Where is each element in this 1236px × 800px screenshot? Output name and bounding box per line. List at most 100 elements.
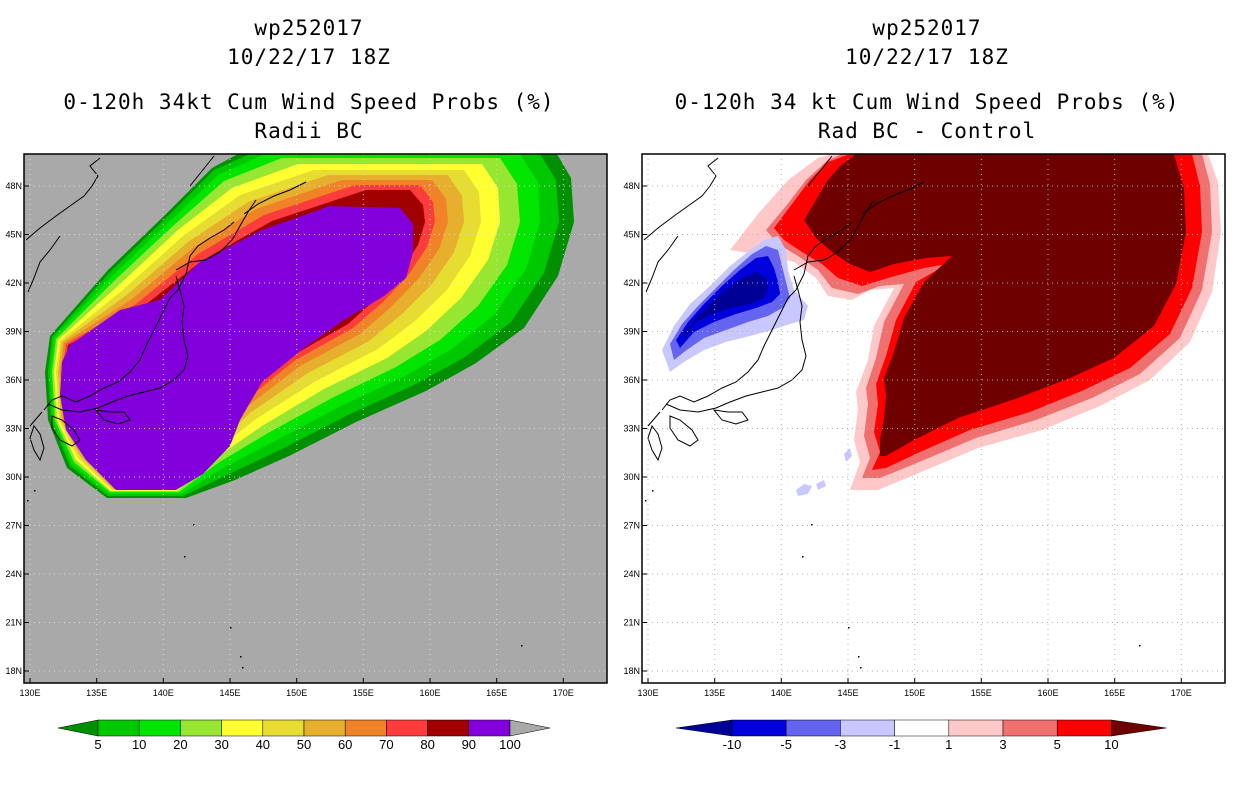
datetime-title: 10/22/17 18Z — [845, 45, 1009, 69]
diff-positive-10 — [804, 154, 1186, 456]
colorbar-label: 70 — [379, 737, 393, 752]
lat-label: 24N — [623, 569, 640, 579]
lat-label: 39N — [5, 327, 22, 337]
colorbar: 5 10 20 30 40 50 60 70 80 90 100 — [57, 719, 551, 752]
lon-label: 145E — [219, 688, 240, 698]
probability-swath — [45, 154, 574, 498]
colorbar-label: 20 — [173, 737, 187, 752]
lat-label: 21N — [5, 618, 22, 628]
lon-label: 165E — [486, 688, 507, 698]
colorbar-label: -5 — [780, 737, 792, 752]
lon-label: 140E — [153, 688, 174, 698]
lon-label: 145E — [837, 688, 858, 698]
lon-label: 140E — [771, 688, 792, 698]
lat-label: 42N — [623, 278, 640, 288]
lon-label: 150E — [904, 688, 925, 698]
colorbar-box — [468, 719, 511, 737]
lon-label: 170E — [553, 688, 574, 698]
lon-label: 135E — [86, 688, 107, 698]
colorbar-label: 50 — [297, 737, 311, 752]
colorbar-high-arrow — [509, 719, 551, 737]
colorbar-label: 5 — [1054, 737, 1061, 752]
graticule — [24, 154, 607, 683]
product-title: 0-120h 34 kt Cum Wind Speed Probs (%) — [674, 90, 1180, 114]
coastlines — [643, 155, 925, 462]
lon-label: 130E — [637, 688, 658, 698]
storm-id-title: wp252017 — [254, 16, 364, 40]
diff-negative-island-2 — [816, 480, 826, 490]
lat-label: 18N — [5, 666, 22, 676]
colorbar-box — [427, 719, 470, 737]
lon-label: 170E — [1171, 688, 1192, 698]
colorbar-label: 10 — [132, 737, 146, 752]
coastlines — [25, 155, 307, 462]
lat-label: 30N — [623, 472, 640, 482]
colorbar-box — [840, 719, 895, 737]
lon-axis-labels: 130E 135E 140E 145E 150E 155E 160E 165E 170E — [637, 688, 1191, 698]
product-title: 0-120h 34kt Cum Wind Speed Probs (%) — [63, 90, 555, 114]
graticule — [642, 154, 1225, 683]
colorbar-label: 5 — [94, 737, 101, 752]
colorbar-box — [785, 719, 841, 737]
colorbar-label: 60 — [338, 737, 352, 752]
lat-label: 18N — [623, 666, 640, 676]
map-frame — [23, 153, 608, 684]
lat-label: 36N — [5, 375, 22, 385]
lon-label: 155E — [353, 688, 374, 698]
lat-label: 21N — [623, 618, 640, 628]
colorbar-label: 40 — [256, 737, 270, 752]
colorbar-low-arrow — [57, 719, 99, 737]
lat-axis-labels: 48N 45N 42N 39N 36N 33N 30N 27N 24N 21N 18N — [5, 181, 22, 676]
lon-label: 150E — [286, 688, 307, 698]
lat-label: 45N — [5, 230, 22, 240]
colorbar-high-arrow — [1111, 719, 1167, 737]
colorbar-label: 80 — [420, 737, 434, 752]
right-panel: wp252017 10/22/17 18Z 0-120h 34 kt Cum W… — [618, 0, 1236, 800]
lat-label: 42N — [5, 278, 22, 288]
lat-label: 27N — [5, 521, 22, 531]
colorbar-box — [138, 719, 181, 737]
colorbar-box — [386, 719, 428, 737]
lon-label: 130E — [19, 688, 40, 698]
colorbar-box — [344, 719, 387, 737]
colorbar-box — [262, 719, 305, 737]
colorbar: -10 -5 -3 -1 1 3 5 10 — [675, 719, 1167, 752]
colorbar-label: 3 — [999, 737, 1006, 752]
subtitle: Rad BC - Control — [817, 119, 1037, 143]
lat-axis-labels: 48N 45N 42N 39N 36N 33N 30N 27N 24N 21N 18N — [623, 181, 640, 676]
islands — [645, 490, 1141, 669]
lat-label: 45N — [623, 230, 640, 240]
colorbar-box — [303, 719, 346, 737]
lat-label: 30N — [5, 472, 22, 482]
colorbar-low-arrow — [675, 719, 733, 737]
lon-label: 135E — [704, 688, 725, 698]
lat-label: 27N — [623, 521, 640, 531]
right-map-svg: 130E 135E 140E 145E 150E 155E 160E 165E 170E 48N… — [623, 153, 1226, 752]
lat-label: 39N — [623, 327, 640, 337]
colorbar-box — [894, 719, 950, 737]
lat-label: 24N — [5, 569, 22, 579]
colorbar-box — [180, 719, 222, 737]
left-map-svg: 130E 135E 140E 145E 150E 155E 160E 165E 170E 48N… — [5, 153, 608, 752]
colorbar-box — [221, 719, 264, 737]
lat-label: 36N — [623, 375, 640, 385]
colorbar-box — [1056, 719, 1112, 737]
lon-label: 160E — [1037, 688, 1058, 698]
colorbar-box — [948, 719, 1004, 737]
colorbar-box — [731, 719, 787, 737]
lat-label: 48N — [5, 181, 22, 191]
storm-id-title: wp252017 — [872, 16, 982, 40]
colorbar-label: -3 — [835, 737, 847, 752]
lon-label: 165E — [1104, 688, 1125, 698]
prob-band-100 — [60, 206, 413, 490]
lat-label: 33N — [623, 424, 640, 434]
colorbar-label: 30 — [214, 737, 228, 752]
colorbar-label: 1 — [945, 737, 952, 752]
subtitle: Radii BC — [254, 119, 364, 143]
left-panel: wp252017 10/22/17 18Z 0-120h 34kt Cum Wi… — [5, 16, 608, 752]
diff-negative-10 — [684, 272, 768, 338]
colorbar-label: -10 — [723, 737, 742, 752]
colorbar-label: 100 — [499, 737, 521, 752]
diff-negative-island-1 — [796, 484, 812, 496]
datetime-title: 10/22/17 18Z — [227, 45, 391, 69]
